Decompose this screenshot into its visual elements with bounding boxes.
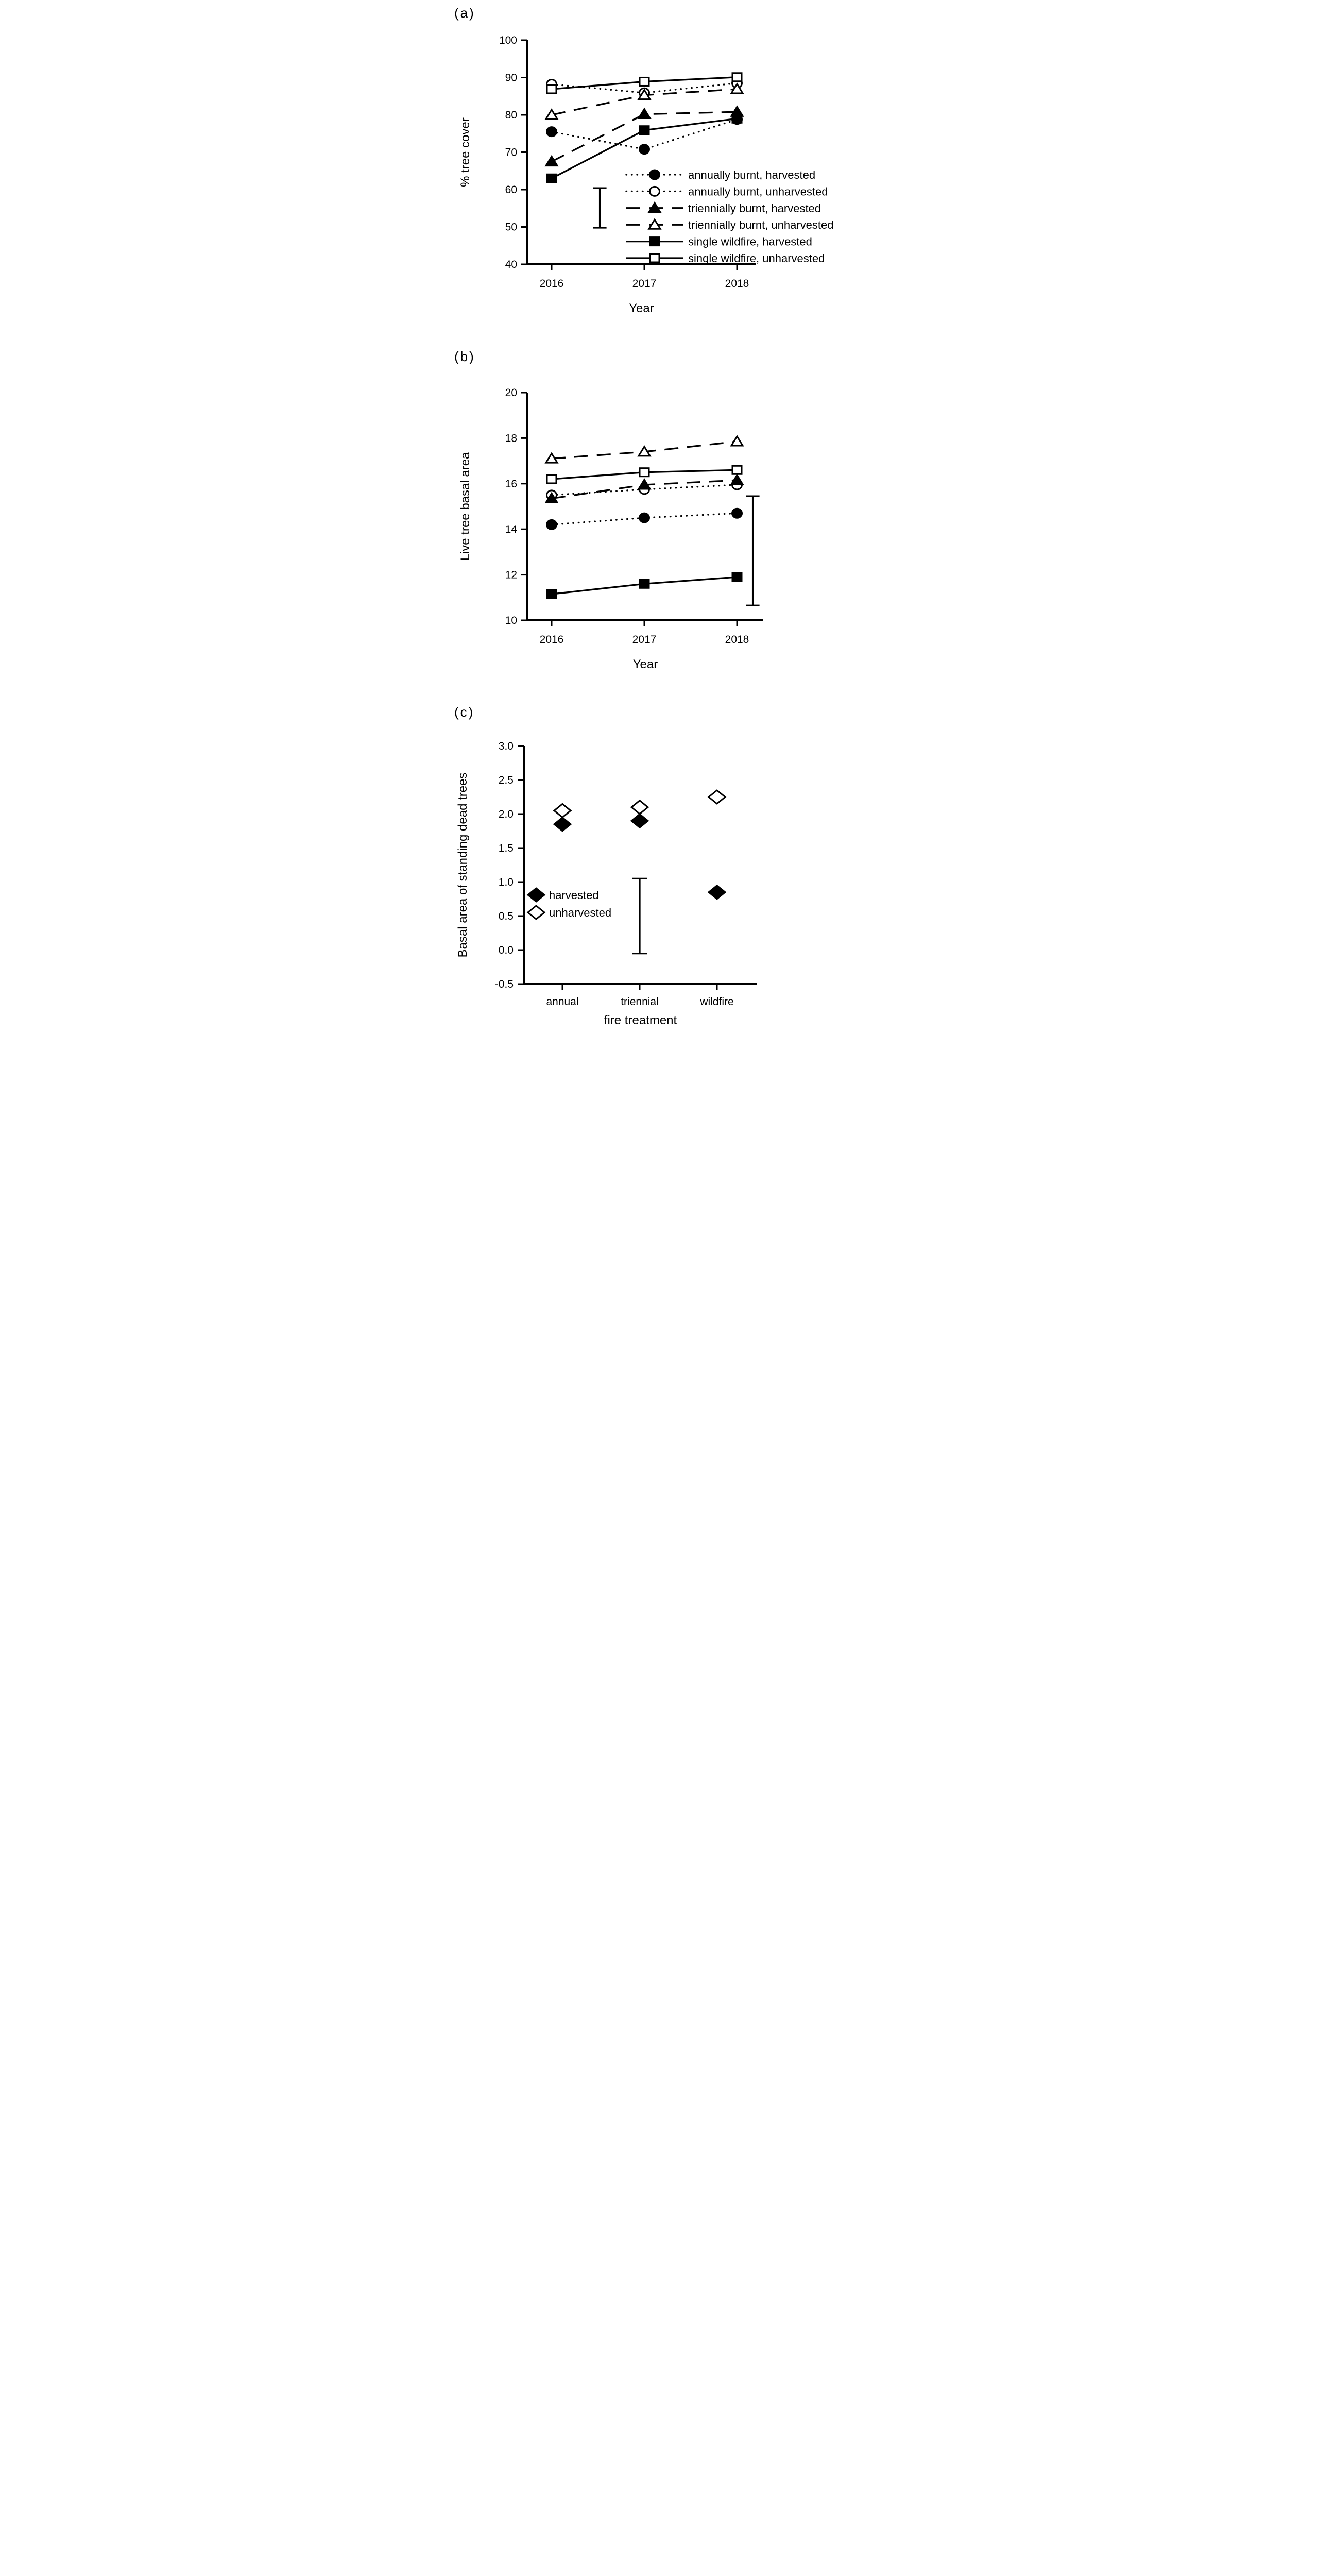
marker-triennially-burnt-harvested-2016 [544,155,559,167]
legend-marker-single-wildfire-unharvested [649,253,660,263]
panel-label-b: (b) [454,349,475,364]
marker-harvested-triennial [630,813,649,829]
legend-label-unharvested: unharvested [549,906,611,919]
legend-marker-triennially-burnt-unharvested [647,218,662,230]
y-tick-label: 0.5 [499,910,514,922]
marker-single-wildfire-unharvested-2018 [731,72,743,82]
marker-single-wildfire-unharvested-2017 [639,467,650,478]
legend-label-annually-burnt-unharvested: annually burnt, unharvested [688,185,828,198]
legend-label-triennially-burnt-harvested: triennially burnt, harvested [688,202,821,215]
y-tick-label: 1.5 [499,842,514,854]
marker-annually-burnt-harvested-2017 [639,512,650,523]
y-axis-title: Live tree basal area [458,452,472,561]
marker-annually-burnt-harvested-2016 [546,519,557,530]
panel-live-tree-basal-area: (b) 20 18 16 14 12 10 2016 2017 2018 Year Live tre… [445,335,890,685]
x-tick-label: wildfire [699,996,733,1008]
legend-marker-single-wildfire-harvested [649,236,660,247]
x-tick-label: 2017 [632,634,657,646]
y-tick-label: 2.0 [499,808,514,820]
marker-annually-burnt-harvested-2018 [731,507,743,519]
y-tick-label: 12 [505,569,517,581]
error-bar [746,495,760,606]
x-tick-label: 2017 [632,278,657,290]
marker-harvested-annual [553,816,572,832]
marker-triennially-burnt-unharvested-2016 [544,108,559,120]
panel-label-c: (c) [454,704,475,720]
legend-label-harvested: harvested [549,889,599,902]
marker-triennially-burnt-unharvested-2017 [637,88,652,100]
marker-triennially-burnt-harvested-2017 [637,478,652,490]
marker-triennially-burnt-unharvested-2016 [544,452,559,464]
x-tick-label: 2018 [725,634,749,646]
legend-label-single-wildfire-harvested: single wildfire, harvested [688,235,812,248]
y-tick-label: 100 [499,35,517,46]
marker-single-wildfire-unharvested-2016 [546,474,557,484]
y-tick-label: 20 [505,387,517,399]
marker-single-wildfire-harvested-2016 [546,173,557,183]
y-axis-title: % tree cover [458,117,472,187]
marker-triennially-burnt-unharvested-2017 [637,445,652,457]
legend-label-annually-burnt-harvested: annually burnt, harvested [688,168,815,181]
marker-triennially-burnt-harvested-2016 [544,492,559,504]
panel-label-a: (a) [454,5,475,21]
marker-triennially-burnt-unharvested-2018 [730,435,744,447]
marker-single-wildfire-unharvested-2016 [546,84,557,94]
panel-tree-cover: (a) 100 90 80 70 60 50 40 2016 2017 2018 Year % tre… [445,0,890,335]
marker-single-wildfire-harvested-2017 [639,125,650,135]
y-tick-label: 0.0 [499,944,514,956]
y-tick-label: 50 [505,222,517,233]
marker-single-wildfire-harvested-2017 [639,579,650,589]
y-axis-title: Basal area of standing dead trees [456,773,470,958]
error-bar [632,877,647,955]
x-axis-title: Year [629,301,654,315]
legend-label-single-wildfire-unharvested: single wildfire, unharvested [688,252,825,265]
x-tick-label: 2018 [725,278,749,290]
marker-single-wildfire-harvested-2016 [546,589,557,599]
marker-annually-burnt-harvested-2017 [639,144,650,155]
y-tick-label: 2.5 [499,774,514,786]
y-tick-label: 90 [505,72,517,84]
y-tick-label: 40 [505,259,517,270]
panel-standing-dead-trees: (c) 3.0 2.5 2.0 1.5 1.0 0.5 0.0 -0.5 annual trien… [445,685,890,1028]
legend-marker-unharvested [526,905,546,920]
x-tick-label: 2016 [540,278,564,290]
marker-unharvested-wildfire [707,789,727,805]
x-axis-title: fire treatment [604,1013,677,1027]
x-tick-label: triennial [621,996,659,1008]
x-axis-title: Year [633,657,658,671]
marker-single-wildfire-unharvested-2017 [639,76,650,87]
x-tick-label: 2016 [540,634,564,646]
y-tick-label: 10 [505,615,517,626]
legend-marker-triennially-burnt-harvested [647,201,662,213]
marker-unharvested-triennial [630,799,649,815]
error-bar [593,187,607,229]
marker-single-wildfire-unharvested-2018 [731,465,743,475]
legend-marker-annually-burnt-harvested [649,169,660,180]
legend-marker-annually-burnt-unharvested [649,185,660,197]
chart-standing-dead-trees: 3.0 2.5 2.0 1.5 1.0 0.5 0.0 -0.5 annual triennial… [456,740,757,1027]
marker-single-wildfire-harvested-2018 [731,572,743,582]
marker-annually-burnt-harvested-2016 [546,126,557,138]
figure-three-panel-chart: (a) 100 90 80 70 60 50 40 2016 2017 2018 Year% tre… [445,0,890,1028]
legend-marker-harvested [526,887,546,903]
marker-triennially-burnt-unharvested-2018 [730,82,744,94]
y-tick-label: 60 [505,184,517,196]
y-tick-label: 18 [505,432,517,444]
marker-triennially-burnt-harvested-2017 [637,107,652,120]
y-tick-label: 1.0 [499,876,514,888]
marker-unharvested-annual [553,803,572,819]
y-tick-label: 80 [505,109,517,121]
y-tick-label: 3.0 [499,740,514,752]
x-tick-label: annual [546,996,578,1008]
chart-tree-cover: 100 90 80 70 60 50 40 2016 2017 2018 Year % tree co… [458,35,834,315]
marker-triennially-burnt-harvested-2018 [730,473,744,485]
y-tick-label: 14 [505,523,518,535]
marker-harvested-wildfire [707,884,727,900]
y-tick-label: 16 [505,478,517,490]
marker-single-wildfire-harvested-2018 [731,113,743,124]
y-tick-label: 70 [505,147,517,159]
y-tick-label: -0.5 [495,978,514,990]
legend-label-triennially-burnt-unharvested: triennially burnt, unharvested [688,218,834,231]
